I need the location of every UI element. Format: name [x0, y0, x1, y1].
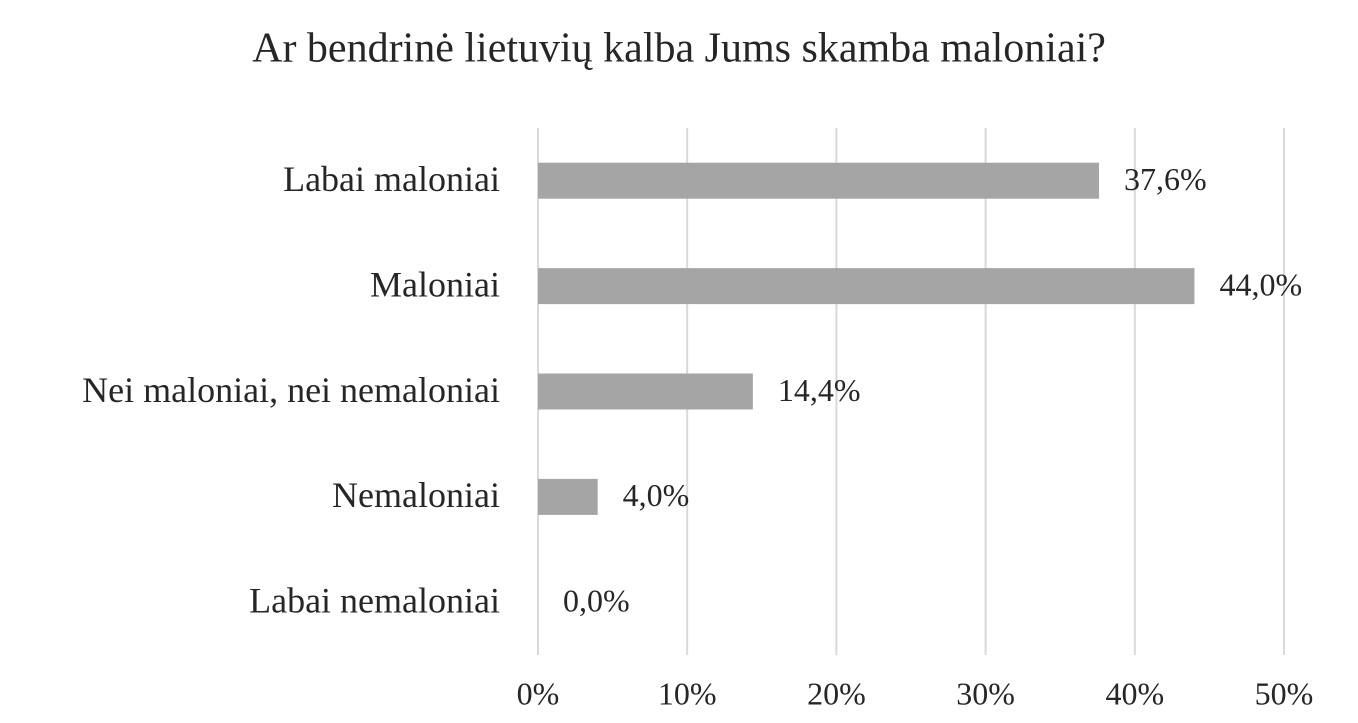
bar — [538, 478, 598, 515]
bar — [538, 373, 753, 410]
value-label: 14,4% — [778, 372, 861, 408]
y-tick-label: Labai nemaloniai — [249, 581, 500, 621]
y-tick-label: Nei maloniai, nei nemaloniai — [82, 370, 500, 410]
x-tick-label: 40% — [1105, 675, 1164, 711]
value-label: 4,0% — [623, 477, 690, 513]
value-label: 37,6% — [1124, 161, 1207, 197]
value-label: 0,0% — [563, 583, 630, 619]
x-tick-label: 30% — [956, 675, 1015, 711]
x-tick-label: 0% — [517, 675, 560, 711]
y-tick-label: Maloniai — [370, 264, 500, 304]
x-tick-label: 50% — [1255, 675, 1314, 711]
x-tick-label: 10% — [658, 675, 717, 711]
bar — [538, 162, 1099, 199]
y-tick-label: Labai maloniai — [283, 159, 500, 199]
y-tick-label: Nemaloniai — [332, 475, 500, 515]
bar — [538, 268, 1195, 305]
value-label: 44,0% — [1219, 266, 1302, 302]
chart-title: Ar bendrinė lietuvių kalba Jums skamba m… — [252, 26, 1106, 72]
x-tick-label: 20% — [807, 675, 866, 711]
